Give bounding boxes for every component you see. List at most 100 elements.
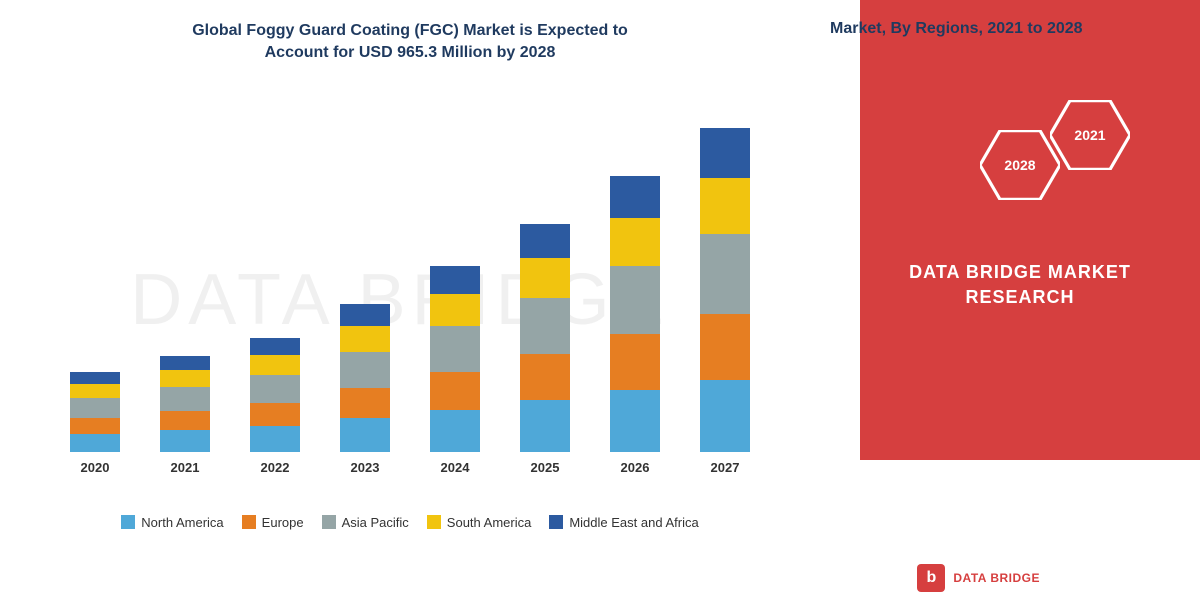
legend-item: South America — [427, 515, 532, 530]
x-axis-label: 2022 — [261, 460, 290, 475]
chart-plot-area: 2020 2021 2022 2023 2024 2025 2026 2027 — [50, 85, 770, 505]
bar-segment — [340, 418, 390, 452]
bar-segment — [700, 234, 750, 314]
chart-panel: DATA BRIDGE Global Foggy Guard Coating (… — [0, 0, 800, 600]
x-axis-label: 2021 — [171, 460, 200, 475]
bar-segment — [340, 388, 390, 418]
chart-legend: North America Europe Asia Pacific South Ame… — [50, 515, 770, 530]
bar-segment — [430, 294, 480, 326]
legend-label: Asia Pacific — [342, 515, 409, 530]
bar-segment — [700, 380, 750, 452]
legend-swatch — [427, 515, 441, 529]
stacked-bar — [430, 266, 480, 452]
red-background-block — [860, 0, 1200, 460]
bar-segment — [340, 304, 390, 326]
bar-column: 2026 — [605, 176, 665, 475]
bar-segment — [520, 224, 570, 258]
bar-segment — [700, 128, 750, 178]
title-line-2: Account for USD 965.3 Million by 2028 — [50, 42, 770, 64]
year-hexagons: 2028 2021 — [980, 100, 1160, 220]
bar-segment — [610, 266, 660, 334]
bar-segment — [610, 218, 660, 266]
footer-logo-text: DATA BRIDGE — [953, 571, 1040, 585]
bar-segment — [250, 338, 300, 355]
bar-segment — [160, 387, 210, 411]
bar-segment — [160, 356, 210, 370]
legend-swatch — [121, 515, 135, 529]
legend-item: Asia Pacific — [322, 515, 409, 530]
legend-swatch — [549, 515, 563, 529]
bar-segment — [520, 354, 570, 400]
x-axis-label: 2026 — [621, 460, 650, 475]
bar-segment — [160, 411, 210, 430]
bar-segment — [70, 398, 120, 418]
legend-label: Middle East and Africa — [569, 515, 698, 530]
stacked-bar — [160, 356, 210, 452]
hex-2021-label: 2021 — [1074, 127, 1105, 143]
x-axis-label: 2023 — [351, 460, 380, 475]
stacked-bars: 2020 2021 2022 2023 2024 2025 2026 2027 — [50, 115, 770, 475]
bar-column: 2025 — [515, 224, 575, 475]
legend-label: North America — [141, 515, 223, 530]
bar-segment — [250, 426, 300, 452]
brand-text: DATA BRIDGE MARKET RESEARCH — [900, 260, 1140, 310]
chart-title: Global Foggy Guard Coating (FGC) Market … — [50, 20, 770, 65]
footer-logo: b DATA BRIDGE — [917, 564, 1040, 592]
legend-item: Middle East and Africa — [549, 515, 698, 530]
bar-segment — [70, 372, 120, 384]
bar-segment — [430, 372, 480, 410]
bar-segment — [70, 434, 120, 452]
bar-segment — [520, 400, 570, 452]
bar-segment — [250, 355, 300, 375]
brand-line-1: DATA BRIDGE MARKET — [900, 260, 1140, 285]
bar-column: 2021 — [155, 356, 215, 475]
right-panel-title: Market, By Regions, 2021 to 2028 — [830, 20, 1083, 38]
bar-segment — [430, 410, 480, 452]
bar-segment — [340, 326, 390, 352]
bar-segment — [430, 266, 480, 294]
brand-line-2: RESEARCH — [900, 285, 1140, 310]
x-axis-label: 2024 — [441, 460, 470, 475]
bar-segment — [430, 326, 480, 372]
bar-segment — [160, 430, 210, 452]
stacked-bar — [520, 224, 570, 452]
legend-swatch — [242, 515, 256, 529]
legend-item: North America — [121, 515, 223, 530]
hex-2028: 2028 — [980, 130, 1060, 200]
bar-segment — [160, 370, 210, 387]
stacked-bar — [700, 128, 750, 452]
bar-segment — [610, 390, 660, 452]
stacked-bar — [340, 304, 390, 452]
stacked-bar — [250, 338, 300, 452]
bar-segment — [700, 314, 750, 380]
bar-segment — [250, 403, 300, 426]
bar-column: 2027 — [695, 128, 755, 475]
bar-segment — [610, 334, 660, 390]
stacked-bar — [70, 372, 120, 452]
hex-2021: 2021 — [1050, 100, 1130, 170]
legend-swatch — [322, 515, 336, 529]
title-line-1: Global Foggy Guard Coating (FGC) Market … — [50, 20, 770, 42]
bar-segment — [70, 418, 120, 434]
bar-column: 2022 — [245, 338, 305, 475]
bar-segment — [340, 352, 390, 388]
hex-2028-label: 2028 — [1004, 157, 1035, 173]
right-panel: Market, By Regions, 2021 to 2028 2028 20… — [800, 0, 1200, 600]
legend-label: Europe — [262, 515, 304, 530]
bar-segment — [520, 258, 570, 298]
page-container: DATA BRIDGE Global Foggy Guard Coating (… — [0, 0, 1200, 600]
x-axis-label: 2025 — [531, 460, 560, 475]
bar-column: 2020 — [65, 372, 125, 475]
legend-item: Europe — [242, 515, 304, 530]
stacked-bar — [610, 176, 660, 452]
bar-segment — [70, 384, 120, 398]
bar-column: 2024 — [425, 266, 485, 475]
footer-logo-icon: b — [917, 564, 945, 592]
bar-segment — [520, 298, 570, 354]
x-axis-label: 2027 — [711, 460, 740, 475]
bar-segment — [610, 176, 660, 218]
bar-segment — [250, 375, 300, 403]
x-axis-label: 2020 — [81, 460, 110, 475]
bar-column: 2023 — [335, 304, 395, 475]
legend-label: South America — [447, 515, 532, 530]
